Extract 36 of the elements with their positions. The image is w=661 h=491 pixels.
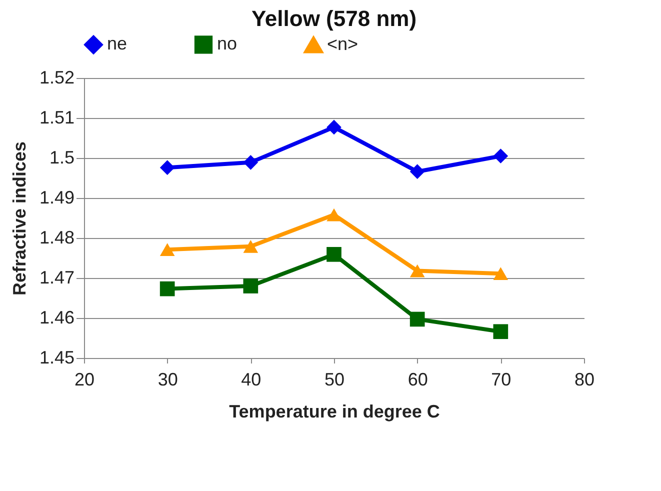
point xyxy=(493,267,508,280)
x-tick-label: 20 xyxy=(74,370,95,390)
chart-title: Yellow (578 nm) xyxy=(251,6,417,31)
legend-label: <n> xyxy=(327,34,358,54)
point xyxy=(326,208,342,222)
y-tick-label: 1.48 xyxy=(39,228,74,248)
y-axis-title: Refractive indices xyxy=(9,141,30,296)
point xyxy=(243,154,258,170)
y-tick-label: 1.45 xyxy=(39,348,74,368)
point xyxy=(410,312,425,327)
x-tick-label: 30 xyxy=(158,370,178,390)
legend-label: ne xyxy=(107,34,128,54)
point xyxy=(493,324,508,340)
y-tick-label: 1.5 xyxy=(49,148,74,168)
point xyxy=(493,148,508,164)
point xyxy=(410,264,425,278)
x-axis-title: Temperature in degree C xyxy=(229,402,440,422)
point xyxy=(243,240,258,253)
x-tick-label: 70 xyxy=(491,370,512,390)
y-tick-label: 1.51 xyxy=(39,108,74,128)
legend-label: no xyxy=(217,34,238,54)
point xyxy=(160,160,175,176)
point xyxy=(160,281,175,296)
point xyxy=(160,243,175,256)
x-tick-label: 60 xyxy=(408,370,428,390)
y-tick-label: 1.47 xyxy=(39,268,74,288)
x-tick-label: 80 xyxy=(574,370,595,390)
point xyxy=(326,120,342,135)
point xyxy=(243,278,258,294)
point xyxy=(410,164,425,180)
y-tick-label: 1.52 xyxy=(39,68,74,88)
point xyxy=(326,246,342,262)
y-tick-label: 1.49 xyxy=(39,188,74,208)
x-tick-label: 40 xyxy=(241,370,262,390)
x-tick-label: 50 xyxy=(324,370,345,390)
y-tick-label: 1.46 xyxy=(39,308,74,328)
